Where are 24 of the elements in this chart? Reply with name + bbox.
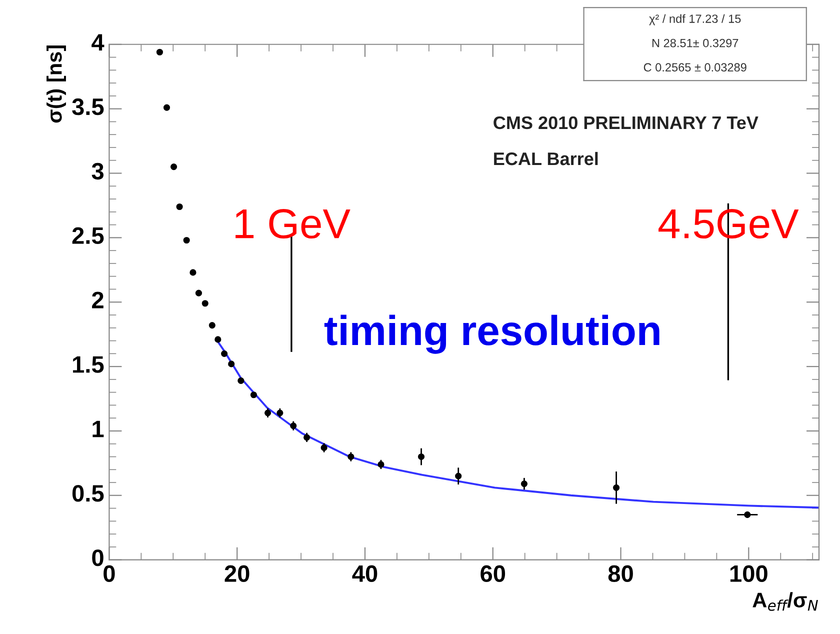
x-tick-label: 80 [608, 565, 633, 582]
y-tick-label: 0.5 [72, 485, 104, 502]
y-tick-label: 2.5 [72, 227, 104, 244]
annotation: ECAL Barrel [494, 152, 598, 166]
y-tick-label: 3.5 [72, 98, 104, 116]
x-axis-title: A$_{eff}$/σ$_{N}$ [752, 592, 818, 611]
annotation: CMS 2010 PRELIMINARY 7 TeV [494, 116, 758, 130]
annotation: C 0.2565 ± 0.03289 [644, 63, 746, 72]
y-tick-label: 4 [92, 34, 104, 50]
x-tick-label: 60 [480, 565, 506, 582]
x-tick-label: 0 [104, 565, 115, 582]
annotation: timing resolution [324, 314, 660, 354]
y-tick-label: 1.5 [73, 356, 104, 373]
ref-line-label: 1 GeV [236, 209, 350, 239]
y-axis-title: σ(t) [ns] [46, 46, 66, 123]
y-tick-label: 0 [92, 549, 104, 566]
x-tick-label: 40 [352, 565, 378, 582]
annotation: N 28.51± 0.3297 [652, 38, 738, 48]
x-tick-label: 100 [730, 565, 768, 582]
text: χ² / ndf 17.23 / 15 [649, 14, 741, 26]
y-tick-label: 1 [92, 420, 104, 438]
y-tick-label: 3 [92, 162, 104, 180]
x-tick-label: 20 [224, 565, 250, 582]
y-tick-label: 2 [92, 292, 104, 308]
